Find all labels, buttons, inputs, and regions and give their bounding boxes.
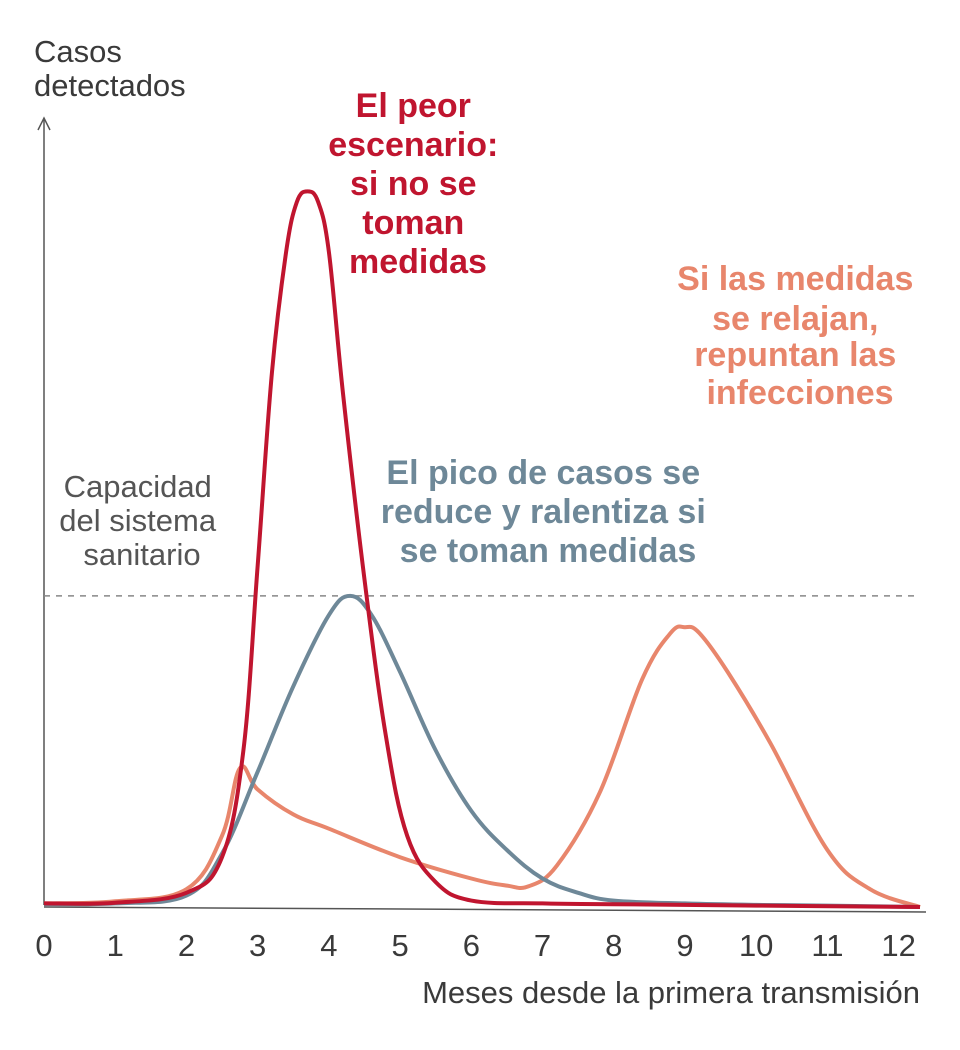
annotation-relaxed-measures-line: repuntan las — [694, 336, 896, 374]
x-tick-label: 5 — [391, 928, 408, 963]
x-tick-label: 12 — [881, 928, 915, 963]
x-tick-label: 11 — [811, 928, 843, 963]
annotation-worst-case-line: si no se — [350, 165, 477, 203]
capacity-label-line-3: sanitario — [83, 537, 200, 572]
annotation-relaxed-measures: Si las medidas se relajan, repuntan las … — [677, 260, 923, 412]
annotation-with-measures-line: El pico de casos se — [386, 454, 700, 492]
x-axis-line — [43, 906, 927, 913]
annotation-with-measures-line: se toman medidas — [400, 532, 697, 570]
capacity-label-line-2: del sistema — [59, 503, 217, 538]
x-axis-title: Meses desde la primera transmisión — [422, 975, 920, 1010]
x-tick-label: 10 — [739, 928, 773, 963]
x-tick-label: 3 — [249, 928, 266, 963]
x-tick-label: 4 — [320, 928, 337, 963]
y-axis-title-line-1: Casos — [34, 34, 122, 69]
annotation-worst-case-line: toman — [362, 204, 464, 242]
annotation-worst-case-line: El peor — [356, 87, 471, 125]
x-tick-label: 2 — [178, 928, 195, 963]
series-worst-case-line — [43, 189, 921, 909]
series-with-measures-line — [43, 593, 921, 909]
y-axis-arrow-icon — [37, 116, 51, 131]
x-tick-label: 8 — [605, 928, 622, 963]
x-tick-label: 6 — [463, 928, 480, 963]
annotation-with-measures: El pico de casos se reduce y ralentiza s… — [381, 454, 716, 570]
annotation-worst-case: El peor escenario: si no se toman medida… — [328, 87, 508, 281]
y-axis-title-line-2: detectados — [34, 68, 186, 103]
x-tick-label: 9 — [676, 928, 693, 963]
x-tick-label: 1 — [107, 928, 124, 963]
capacity-label-line-1: Capacidad — [64, 469, 212, 504]
x-tick-labels: 0 1 2 3 4 5 6 7 8 9 10 11 12 — [35, 928, 916, 963]
annotation-relaxed-measures-line: infecciones — [706, 374, 893, 412]
x-tick-label: 0 — [35, 928, 52, 963]
series-relaxed-measures-line — [43, 624, 921, 909]
x-tick-label: 7 — [534, 928, 551, 963]
y-axis-title: Casos detectados — [34, 34, 186, 103]
annotation-worst-case-line: escenario: — [328, 126, 498, 164]
annotation-relaxed-measures-line: se relajan, — [712, 300, 878, 338]
annotation-worst-case-line: medidas — [349, 243, 487, 281]
capacity-label: Capacidad del sistema sanitario — [59, 469, 224, 572]
annotation-with-measures-line: reduce y ralentiza si — [381, 493, 706, 531]
annotation-relaxed-measures-line: Si las medidas — [677, 260, 913, 298]
